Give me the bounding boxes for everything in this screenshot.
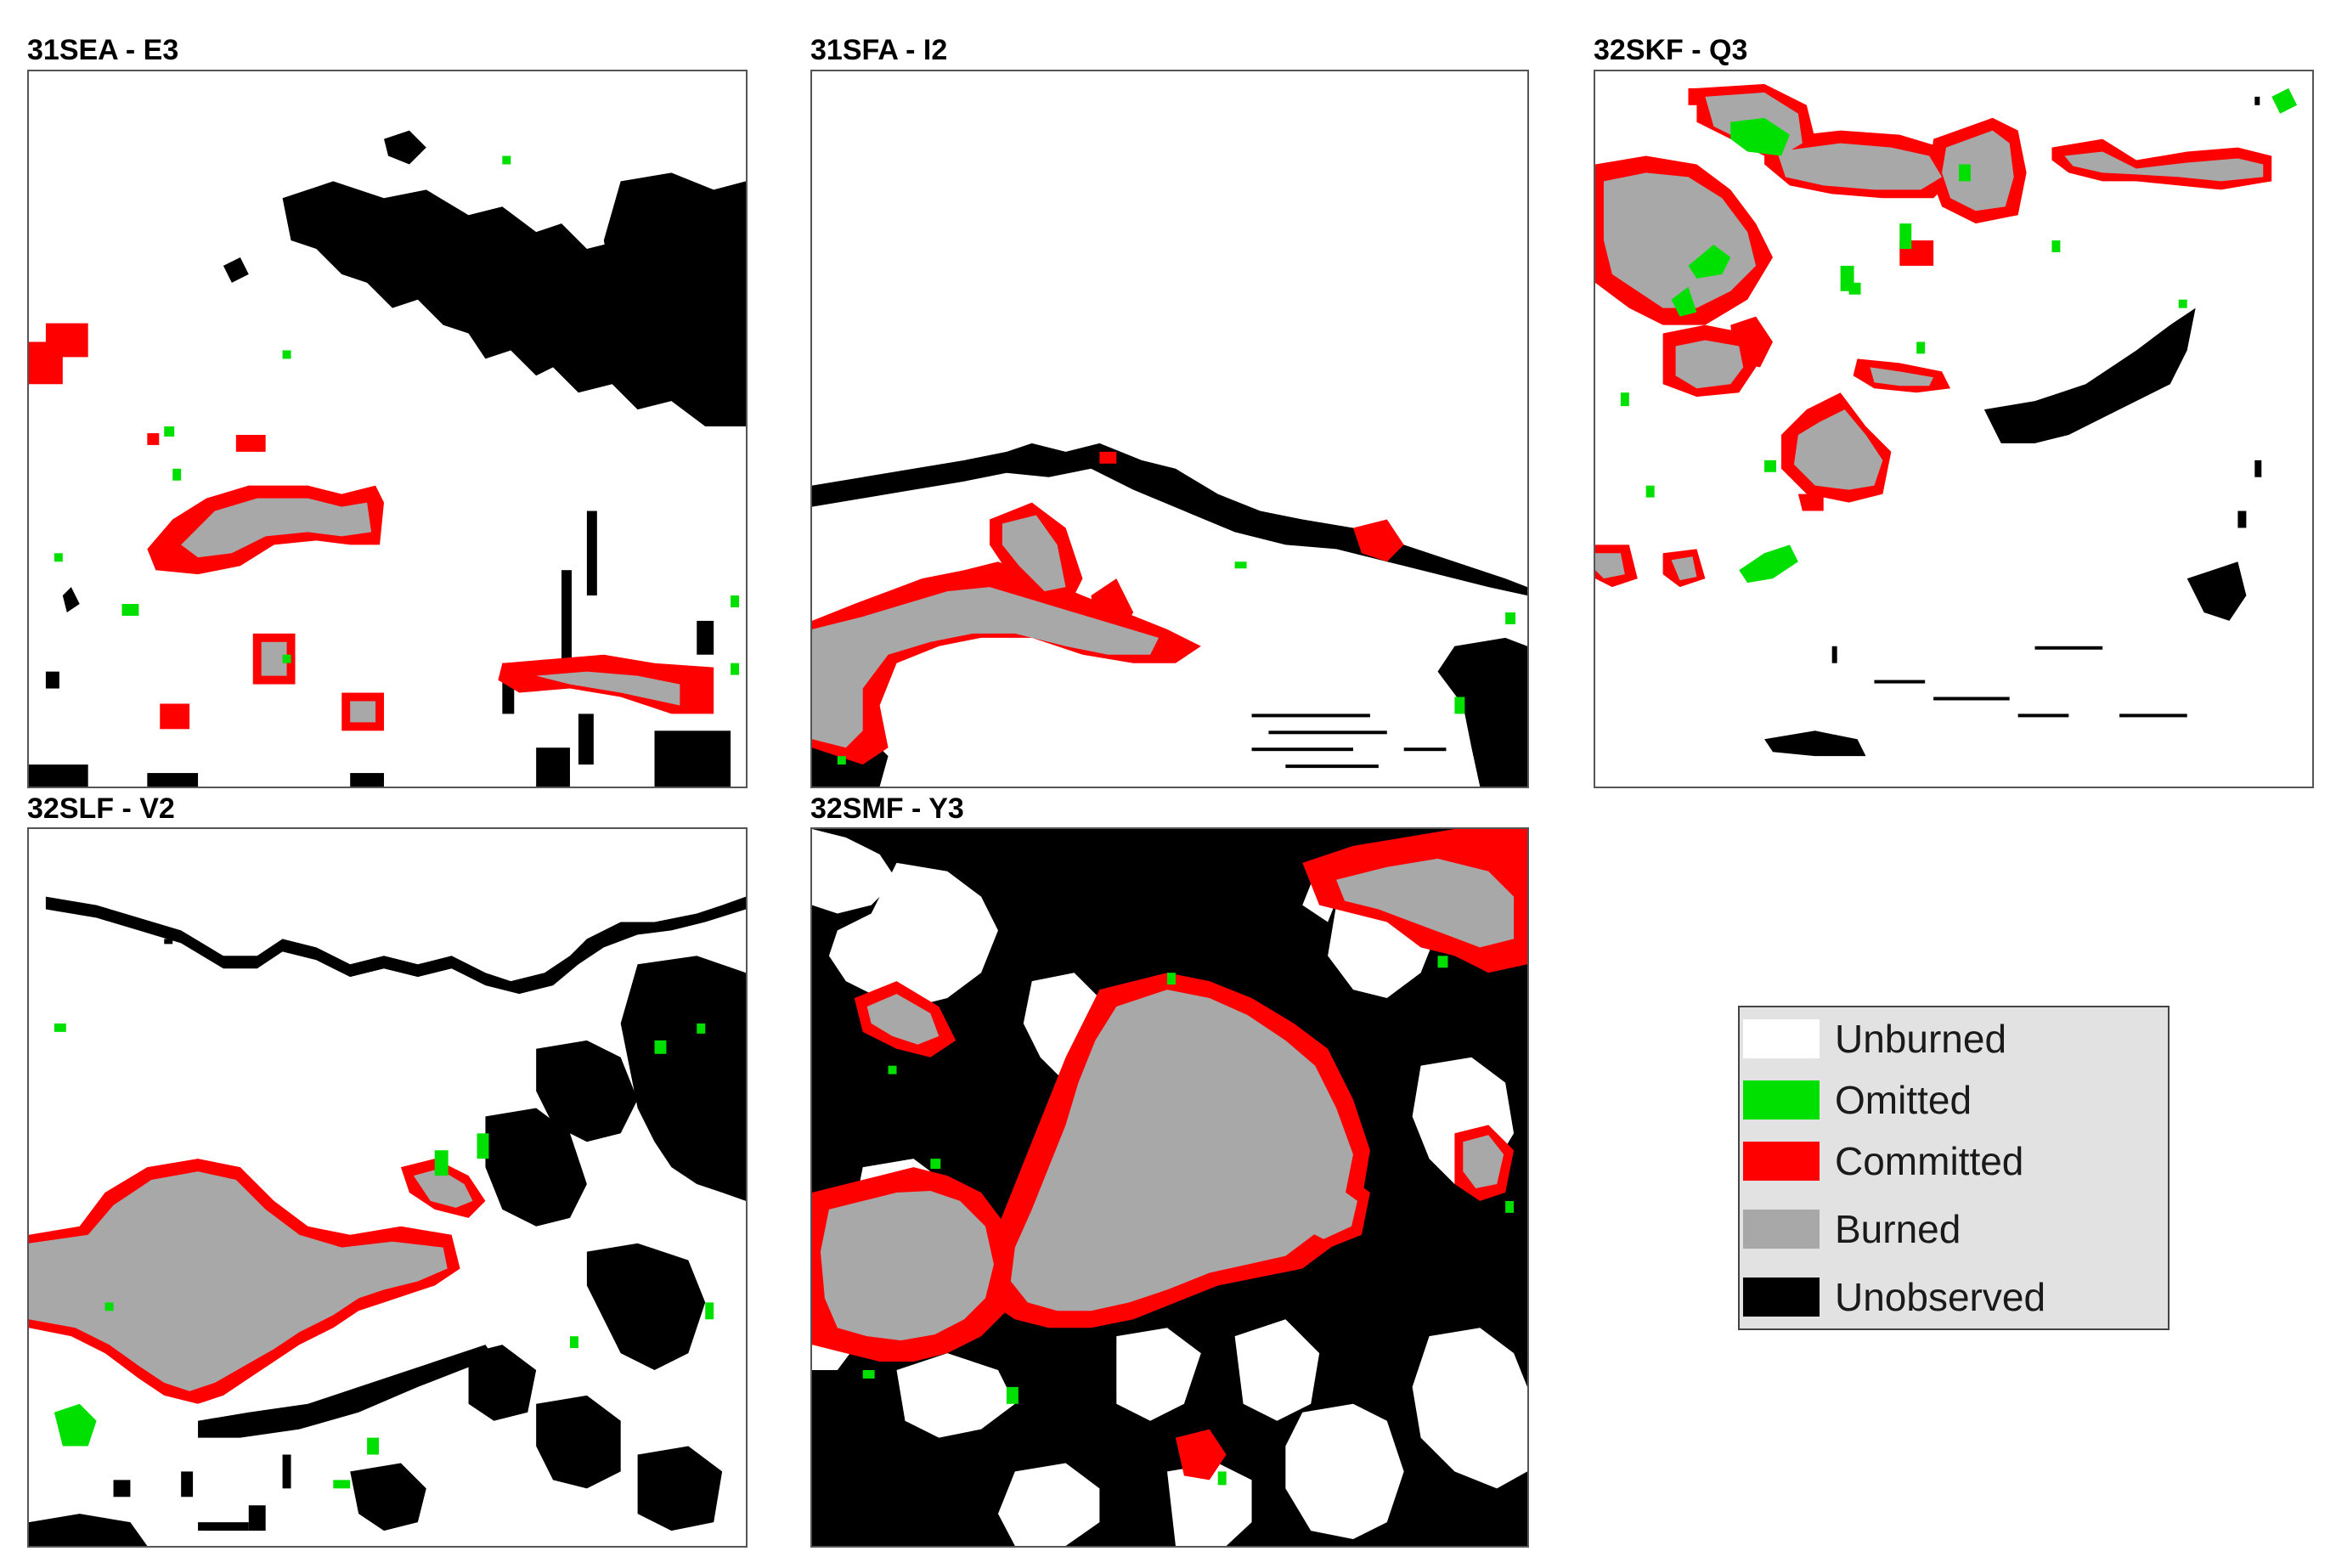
map-31sfa-i2 (812, 443, 1527, 787)
omitted-area (1620, 87, 2298, 584)
burned-area (812, 515, 1160, 748)
burned-area (29, 1169, 473, 1391)
legend-item-committed: Committed (1743, 1139, 2024, 1183)
legend-item-burned: Burned (1743, 1207, 1961, 1251)
map-31sea-e3 (29, 130, 746, 787)
legend-label: Omitted (1835, 1078, 1972, 1122)
legend-swatch-unburned (1743, 1019, 1820, 1058)
panel-title: 32SLF - V2 (27, 792, 175, 825)
legend-label: Unobserved (1835, 1275, 2046, 1319)
omitted-area (54, 155, 740, 675)
legend-label: Burned (1835, 1207, 1961, 1251)
omitted-area (862, 956, 1515, 1486)
legend-item-unburned: Unburned (1743, 1017, 2007, 1061)
legend-swatch-burned (1743, 1210, 1820, 1249)
legend-label: Committed (1835, 1139, 2024, 1183)
map-32smf-y3 (812, 829, 1527, 1546)
legend-swatch-omitted (1743, 1080, 1820, 1120)
map-panel-32slf-v2 (27, 827, 748, 1548)
omitted-area (54, 1023, 714, 1489)
legend-item-unobserved: Unobserved (1743, 1275, 2046, 1319)
map-panel-32smf-y3 (810, 827, 1529, 1548)
legend-swatch-unobserved (1743, 1278, 1820, 1317)
panel-title: 32SMF - Y3 (810, 792, 964, 825)
map-panel-32skf-q3 (1594, 70, 2314, 788)
burned-area (820, 858, 1515, 1341)
omitted-area (837, 561, 1516, 765)
map-32slf-v2 (29, 896, 746, 1546)
map-legend: Unburned Omitted Committed Burned Unobse… (1738, 1006, 2170, 1330)
map-32skf-q3 (1595, 83, 2298, 757)
panel-title: 31SFA - I2 (810, 34, 948, 66)
map-panel-31sfa-i2 (810, 70, 1529, 788)
burned-area (181, 498, 680, 723)
legend-swatch-committed (1743, 1142, 1820, 1181)
legend-item-omitted: Omitted (1743, 1078, 1972, 1122)
unobserved-area (29, 896, 746, 1546)
panel-title: 32SKF - Q3 (1594, 34, 1748, 66)
panel-title: 31SEA - E3 (27, 34, 179, 66)
unobserved-area (1764, 96, 2262, 757)
map-panel-31sea-e3 (27, 70, 748, 788)
unobserved-area (29, 130, 746, 787)
legend-label: Unburned (1835, 1017, 2007, 1061)
